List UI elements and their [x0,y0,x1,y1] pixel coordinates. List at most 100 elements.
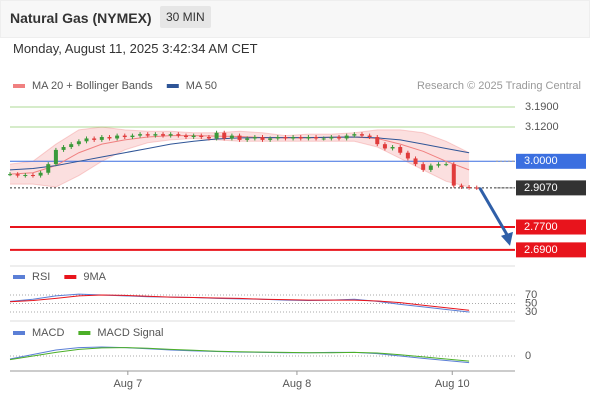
datetime: Monday, August 11, 2025 3:42:34 AM CET [13,41,258,56]
level-label: 3.1900 [525,101,559,113]
candle-body [398,147,403,153]
candle-body [107,137,112,139]
candle-body [405,152,410,159]
candle-body [138,134,143,136]
legend-swatch [13,84,25,88]
candle-body [214,132,219,139]
candle-body [99,137,104,140]
candle-body [444,164,449,166]
level-box [516,180,586,196]
legend-swatch [64,275,77,279]
candle-body [329,137,334,139]
level-label: 3.0000 [524,155,558,167]
level-box [516,153,586,169]
candle-body [467,187,472,189]
candle-body [337,137,342,139]
candle-body [237,135,242,140]
candle-body [130,135,135,138]
indicator-line [9,347,470,362]
timeframe-button[interactable]: 30 MIN [160,6,211,28]
candle-body [229,135,234,139]
candle-body [428,165,433,170]
forecast-arrowhead [501,231,513,246]
candle-body [23,175,28,177]
candle-body [206,137,211,139]
y-tick-label: 50 [525,297,537,309]
candle-body [153,134,158,136]
candle-body [421,164,426,170]
candle-body [15,174,20,176]
candle-body [46,164,51,173]
candle-body [459,185,464,188]
legend-label: 9MA [83,271,106,283]
candle-body [30,175,35,177]
candle-body [69,144,74,148]
candle-body [314,137,319,139]
candle-body [76,141,81,145]
candle-body [92,138,97,140]
level-label: 2.7700 [524,221,558,233]
level-label: 3.1200 [525,121,559,133]
instrument-title: Natural Gas (NYMEX) [10,10,152,26]
y-tick-label: 30 [525,306,537,318]
candle-body [8,174,12,176]
candle-body [298,137,303,139]
candle-body [84,138,89,142]
candle-body [275,137,280,139]
level-label: 2.6900 [524,244,558,256]
candle-body [199,135,204,138]
x-tick-label: Aug 8 [283,378,312,390]
candle-body [38,172,43,176]
indicator-line [9,294,470,311]
candle-body [306,137,311,139]
legend-label: MACD [32,327,64,339]
x-tick-label: Aug 10 [435,378,470,390]
candle-body [321,138,326,140]
legend-label: MA 50 [186,80,217,92]
bollinger-fill [10,127,470,188]
candle-body [413,158,418,165]
legend-label: MA 20 + Bollinger Bands [32,80,153,92]
candle-body [161,134,166,136]
candle-body [191,135,196,138]
candle-body [344,135,349,139]
candle-body [352,134,357,136]
forecast-arrow [478,187,512,241]
legend-label: MACD Signal [97,327,163,339]
candle-body [367,135,372,138]
header-bar [0,0,590,38]
candle-body [291,137,296,139]
level-box [516,219,586,235]
candle-body [53,149,58,165]
legend-swatch [166,84,179,88]
candle-body [222,132,227,139]
candle-body [375,137,380,145]
candle-body [168,134,173,136]
candle-body [283,137,288,139]
candle-body [145,134,150,136]
candle-body [245,138,250,140]
candle-body [268,138,273,140]
candle-body [122,135,127,138]
candle-body [382,144,387,149]
y-tick-label: 70 [525,289,537,301]
candle-body [474,187,479,189]
legend-swatch [13,331,25,335]
y-tick-label: 0 [525,350,531,362]
legend-swatch [78,331,91,335]
bollinger-upper [9,126,470,165]
level-label: 2.9070 [524,182,558,194]
candle-body [176,134,181,136]
source-credit: Research © 2025 Trading Central [417,80,581,92]
candle-body [252,137,257,139]
legend-swatch [13,275,25,279]
level-box [516,242,586,258]
candle-body [451,164,456,186]
candle-body [390,147,395,149]
x-tick-label: Aug 7 [113,378,142,390]
candle-body [61,147,66,150]
candle-body [115,135,120,139]
legend-label: RSI [32,271,50,283]
